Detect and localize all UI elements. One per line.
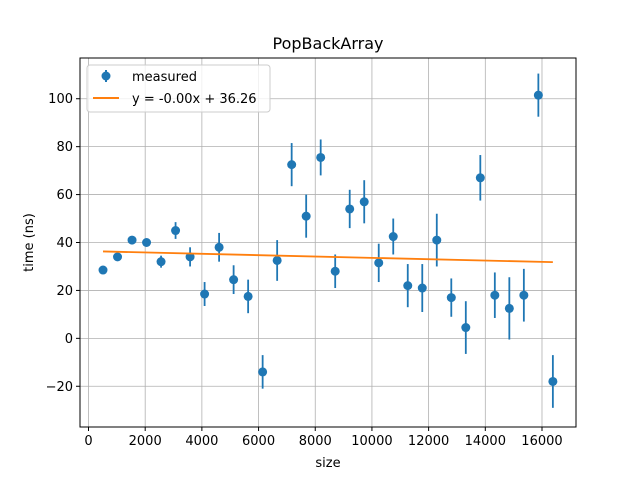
data-point	[403, 281, 413, 291]
data-point	[490, 290, 500, 300]
x-tick-label: 6000	[242, 434, 275, 449]
data-point	[461, 323, 471, 333]
plot-area	[98, 73, 558, 408]
data-point	[345, 204, 355, 214]
y-tick-label: 40	[56, 236, 73, 251]
data-point	[359, 197, 369, 207]
y-tick-label: −20	[46, 380, 73, 395]
data-point	[243, 291, 253, 301]
data-point	[388, 232, 398, 242]
chart-title: PopBackArray	[273, 34, 384, 53]
x-tick-label: 4000	[185, 434, 218, 449]
legend-box	[86, 64, 271, 113]
data-point	[417, 283, 427, 293]
data-point	[446, 293, 456, 303]
data-point	[200, 289, 210, 299]
x-axis-label: size	[315, 456, 340, 471]
y-axis-label: time (ns)	[22, 213, 37, 272]
legend-label-measured: measured	[132, 70, 197, 85]
data-point	[272, 255, 282, 265]
x-tick-label: 2000	[129, 434, 162, 449]
y-tick-label: 0	[65, 332, 73, 347]
grid	[80, 58, 576, 427]
x-tick-label: 16000	[521, 434, 562, 449]
x-axis: 0 2000 4000 6000 8000 10000 12000 14000 16000	[84, 427, 563, 449]
y-axis: −20 0 20 40 60 80 100	[46, 92, 80, 395]
data-point	[98, 265, 108, 275]
data-point	[548, 376, 558, 386]
x-tick-label: 14000	[465, 434, 506, 449]
data-point	[519, 290, 529, 300]
data-point	[127, 235, 137, 245]
y-tick-label: 100	[48, 92, 73, 107]
data-point	[171, 226, 181, 236]
data-point	[287, 160, 297, 170]
data-point	[229, 275, 239, 285]
legend: measured y = -0.00x + 36.26	[86, 64, 271, 113]
data-point	[214, 242, 224, 252]
fit-line	[102, 250, 553, 264]
data-point	[330, 266, 340, 276]
y-tick-label: 60	[56, 188, 73, 203]
legend-marker-dot	[101, 71, 111, 81]
data-point	[475, 173, 485, 183]
y-tick-label: 20	[56, 284, 73, 299]
data-point	[533, 90, 543, 100]
x-tick-label: 0	[84, 434, 92, 449]
data-point	[301, 211, 311, 221]
x-tick-label: 10000	[351, 434, 392, 449]
data-point	[504, 303, 514, 313]
data-point	[258, 367, 268, 377]
data-point	[113, 252, 123, 262]
data-point	[316, 152, 326, 162]
data-point	[156, 257, 166, 267]
x-tick-label: 8000	[299, 434, 332, 449]
y-tick-label: 80	[56, 140, 73, 155]
data-point	[374, 258, 384, 268]
data-point	[185, 252, 195, 262]
x-tick-label: 12000	[408, 434, 449, 449]
data-point	[142, 238, 152, 247]
data-point	[432, 235, 442, 245]
legend-label-fit: y = -0.00x + 36.26	[132, 92, 257, 107]
